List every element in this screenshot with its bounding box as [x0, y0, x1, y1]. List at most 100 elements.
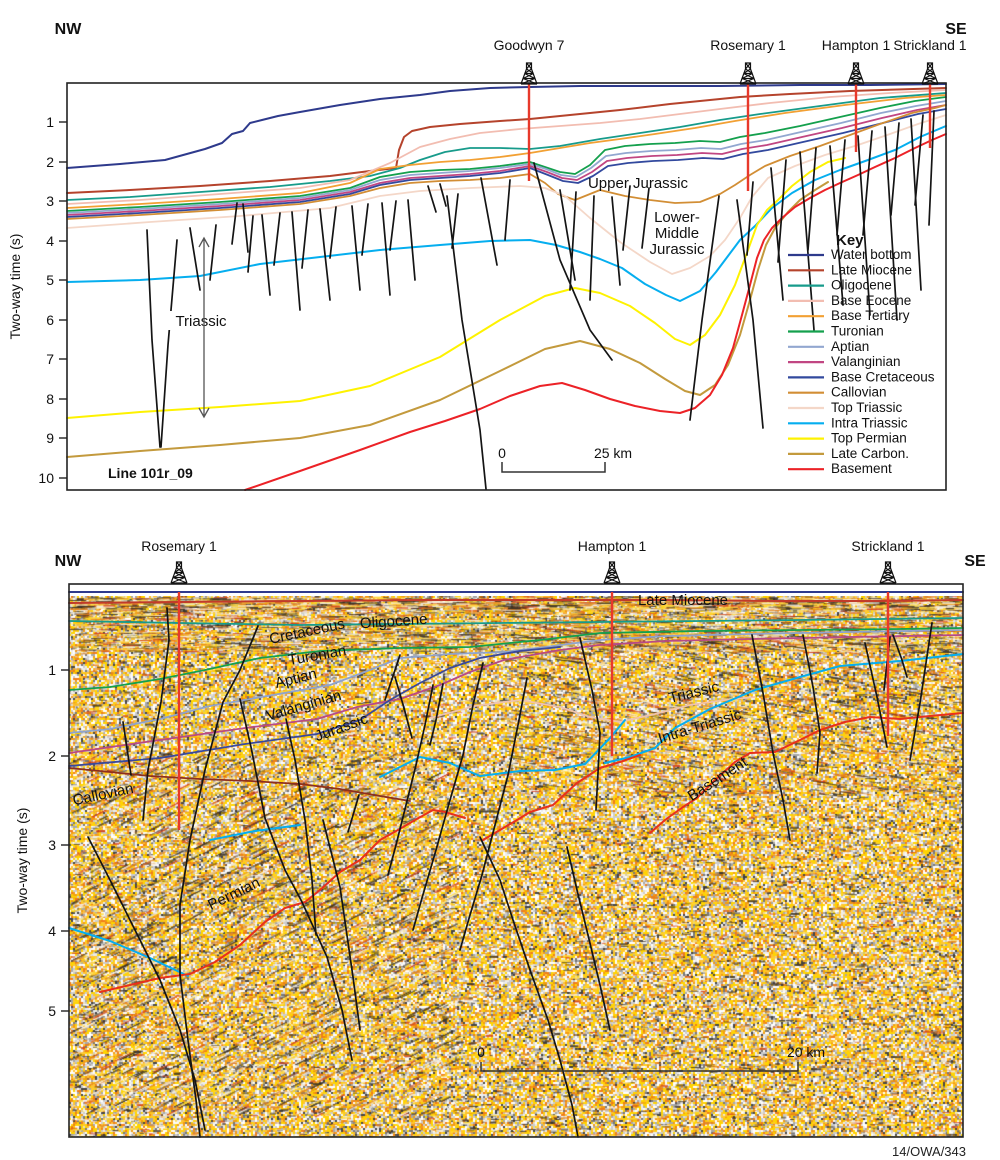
seismic-noise-texture [69, 596, 963, 1137]
scalebar-distance-label: 20 km [787, 1044, 825, 1060]
panel-group: 1 2 3 4 5 Two-way time (s) NW SE Rosemary 1 Hampt… [14, 538, 986, 1138]
fault-line [480, 177, 498, 266]
fault-line [389, 200, 397, 251]
axis-tick-label: 1 [48, 662, 56, 678]
direction-se: SE [945, 21, 967, 38]
fault-line [142, 607, 170, 821]
direction-nw: NW [55, 21, 83, 38]
fault-line [329, 206, 337, 259]
fault-line [504, 179, 511, 241]
fault-line [291, 211, 301, 311]
horizon-aptian [66, 100, 947, 214]
horizons-group [68, 591, 964, 993]
fault-line [273, 212, 281, 266]
direction-se: SE [964, 553, 986, 570]
fault-line [189, 227, 201, 291]
strat-label: Late Miocene [638, 592, 728, 609]
seismic-section-panel: 1 2 3 4 5 Two-way time (s) NW SE Rosemary 1 Hampt… [14, 538, 986, 1138]
fault-line [751, 634, 791, 841]
axis-tick-label: 2 [48, 748, 56, 764]
derrick-icon [879, 561, 897, 584]
fault-line [412, 662, 484, 931]
axis-tick-label: 7 [46, 351, 54, 367]
fault-line [459, 677, 528, 951]
legend-item-label: Late Miocene [831, 262, 912, 277]
horizon-base-cretaceous [66, 108, 947, 218]
legend-item-label: Intra Triassic [831, 415, 908, 430]
fault-line [301, 209, 309, 269]
fault-line [589, 195, 595, 301]
well-label: Hampton 1 [578, 538, 647, 554]
legend-item-label: Late Carbon. [831, 446, 909, 461]
horizon-base-cretaceous [68, 646, 561, 767]
axis-tick-label: 3 [48, 837, 56, 853]
figure-number: 14/OWA/343 [892, 1144, 966, 1159]
horizon-basement [99, 809, 466, 993]
fault-line [427, 185, 437, 213]
axis-title: Two-way time (s) [14, 808, 30, 914]
fault-line [799, 151, 815, 331]
horizon-basement [482, 754, 641, 841]
legend-item-label: Top Triassic [831, 400, 903, 415]
strat-label: Triassic [667, 678, 721, 707]
fault-line [361, 203, 369, 256]
derrick-icon [170, 561, 188, 584]
fault-line [381, 202, 391, 296]
fault-line [439, 183, 447, 207]
axis-tick-label: 5 [46, 272, 54, 288]
fault-line [802, 634, 821, 774]
axis-title: Two-way time (s) [7, 234, 23, 340]
derrick-icon [921, 62, 939, 85]
legend-item-label: Base Eocene [831, 293, 911, 308]
strat-label: Lower- [654, 209, 700, 226]
fault-line [829, 145, 844, 306]
horizon-top-triassic [66, 114, 947, 275]
horizon-aptian [68, 629, 964, 734]
interpreted-section-panel: 1 2 3 4 5 6 7 8 9 10 Two-way time (s) NW SE Goodwyn 7… [7, 21, 967, 491]
horizon-top-triassic [429, 696, 756, 723]
fault-line [429, 683, 444, 746]
fault-line [122, 721, 132, 776]
axis-tick-label: 5 [48, 1003, 56, 1019]
fault-line [322, 819, 361, 1031]
fault-line [862, 130, 873, 236]
fault-line [890, 122, 900, 216]
horizon-base-eocene [66, 89, 947, 205]
scalebar [501, 462, 606, 473]
fault-line [569, 191, 577, 291]
horizon-late-miocene [66, 87, 947, 194]
fault-line [914, 114, 924, 206]
scalebar-zero-label: 0 [477, 1044, 485, 1060]
well-label: Strickland 1 [893, 37, 966, 53]
horizon-late-carbon [66, 181, 829, 458]
fault-line [910, 118, 922, 291]
horizons-group [66, 83, 947, 491]
panel-group: 1 2 3 4 5 6 7 8 9 10 Two-way time (s) NW SE Goodwyn 7… [7, 21, 967, 491]
horizon-basement [244, 133, 947, 491]
fault-line [285, 718, 317, 936]
fault-line [611, 196, 621, 286]
fault-line [559, 189, 576, 281]
fault-line [446, 195, 487, 490]
direction-nw: NW [55, 553, 83, 570]
fault-line [836, 139, 846, 236]
well-label: Goodwyn 7 [494, 37, 565, 53]
legend-item-label: Valanginian [831, 354, 901, 369]
fault-line [770, 167, 784, 301]
horizon-intra-triassic [66, 125, 947, 302]
fault-line [146, 229, 161, 448]
strat-label: Jurassic [649, 241, 705, 258]
fault-line [689, 195, 720, 421]
fault-line [641, 187, 650, 249]
legend-item-label: Aptian [831, 339, 869, 354]
horizon-turonian [66, 96, 947, 212]
fault-line [928, 110, 935, 226]
fault-line [566, 846, 611, 1031]
well-label: Strickland 1 [851, 538, 924, 554]
axis-tick-label: 4 [46, 233, 54, 249]
axis-tick-label: 4 [48, 923, 56, 939]
strat-label: Middle [655, 225, 699, 242]
fault-line [736, 199, 764, 429]
fault-line [533, 162, 613, 361]
axis-tick-label: 1 [46, 114, 54, 130]
